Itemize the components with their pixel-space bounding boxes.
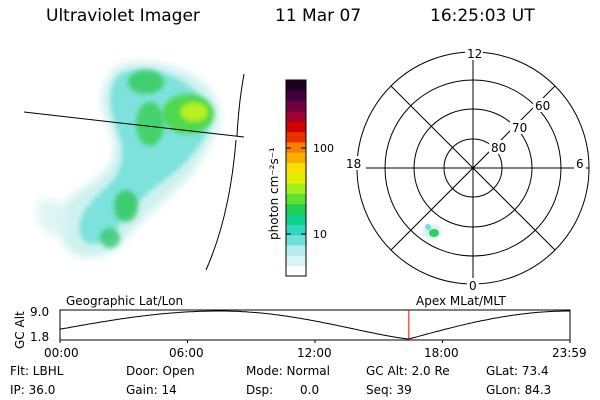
observation-time: 16:25:03 UT [430,6,535,26]
timeline-ytick-high: 9.0 [30,305,50,319]
colorbar-cell [286,183,306,194]
colorbar-cell [286,90,306,102]
colorbar-cell [286,265,306,277]
altitude-curve [59,310,570,340]
colorbar-cell [286,193,306,205]
colorbar-cell [286,121,306,133]
status-glon: GLon: 84.3 [486,383,552,397]
colorbar-cell [286,245,306,256]
colorbar-cell [286,234,306,246]
colorbar-unit-label: photon cm⁻²s⁻¹ [267,147,281,240]
time-label-0600: 06:00 [169,346,204,360]
mlt-label-12: 12 [467,47,482,61]
time-label-1200: 12:00 [297,346,332,360]
colorbar-cell [286,110,306,122]
polar-aurora-spot [423,224,441,239]
colorbar-cell [286,100,306,112]
colorbar-cell [286,152,306,164]
status-gc-alt: GC Alt: 2.0 Re [366,364,450,378]
colorbar-ticks: 100 10 [286,142,334,241]
timeline-ytick-low: 1.8 [30,330,50,344]
status-dsp-value: 0.0 [300,383,320,397]
colorbar-cell [286,255,306,267]
terminator-line [23,111,245,138]
instrument-title: Ultraviolet Imager [46,6,200,26]
colorbar-scale [286,80,306,277]
status-door: Door: Open [126,364,195,378]
aurora-emission [36,62,220,258]
colorbar-cell [286,131,306,143]
timeline-left-title: Geographic Lat/Lon [66,294,184,308]
timeline-frame [59,309,571,341]
colorbar-cell [286,141,306,153]
colorbar-tick-100: 100 [313,142,334,155]
colorbar-frame [285,79,307,277]
status-filter: Flt: LBHL [10,364,64,378]
status-seq: Seq: 39 [366,383,412,397]
mlt-label-0: 0 [469,279,477,293]
status-ip: IP: 36.0 [10,383,56,397]
lat-label-60: 60 [535,99,550,113]
mlt-label-6: 6 [576,157,584,171]
status-dsp-label: Dsp: [246,383,274,397]
status-mode: Mode: Normal [246,364,330,378]
colorbar-cell [286,203,306,215]
timeline-right-title: Apex MLat/MLT [416,294,506,308]
colorbar-cell [286,162,306,174]
colorbar-tick-10: 10 [313,228,327,241]
status-gain: Gain: 14 [126,383,177,397]
lat-label-70: 70 [512,121,527,135]
limb-arc-lower [205,139,237,271]
status-glat: GLat: 73.4 [486,364,549,378]
time-label-2359: 23:59 [552,346,587,360]
polar-diagonal-b [390,85,556,251]
colorbar-cell [286,80,306,91]
observation-date: 11 Mar 07 [275,6,362,26]
mlt-label-18: 18 [346,157,361,171]
colorbar-cell [286,172,306,184]
limb-arc-upper [236,73,245,137]
time-label-1800: 18:00 [424,346,459,360]
colorbar-cell [286,214,306,225]
timeline-ticks [59,340,571,343]
lat-label-80: 80 [491,141,506,155]
time-label-0000: 00:00 [44,346,79,360]
colorbar-cell [286,224,306,236]
